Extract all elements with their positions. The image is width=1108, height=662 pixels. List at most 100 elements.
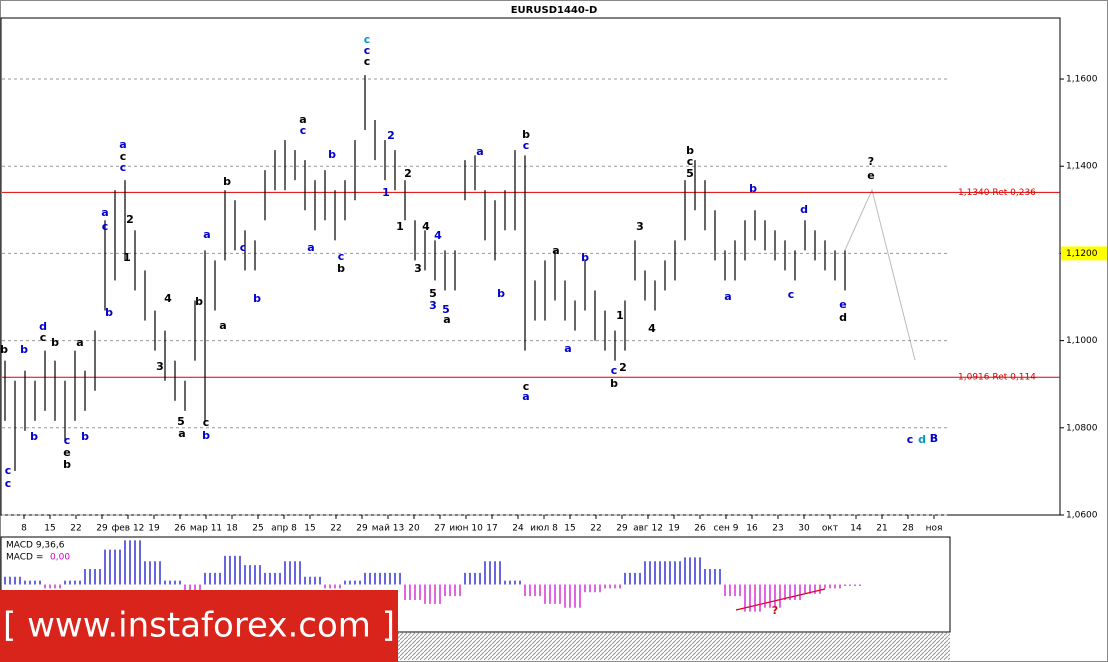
wave-label: c <box>240 241 247 254</box>
wave-label: 3 <box>636 220 644 233</box>
y-tick-label: 1,0600 <box>1066 511 1098 521</box>
wave-label: c <box>102 220 109 233</box>
x-tick-label: сен 9 <box>714 524 739 534</box>
x-tick-label: 21 <box>876 524 887 534</box>
wave-label: b <box>686 144 694 157</box>
wave-label: e <box>63 446 70 459</box>
wave-label: c <box>907 433 914 446</box>
x-tick-label: 19 <box>148 524 160 534</box>
x-tick-label: 17 <box>486 524 497 534</box>
wave-label: b <box>30 430 38 443</box>
x-tick-label: июл 8 <box>530 524 558 534</box>
x-tick-label: 16 <box>746 524 758 534</box>
y-tick-label: 1,1000 <box>1066 336 1098 346</box>
wave-label: b <box>105 306 113 319</box>
x-tick-label: 30 <box>798 524 810 534</box>
wave-label: a <box>101 206 108 219</box>
chart-title: EURUSD1440-D <box>511 5 598 16</box>
x-tick-label: 15 <box>44 524 55 534</box>
wave-label: 1 <box>382 186 390 199</box>
wave-label: b <box>253 292 261 305</box>
wave-label: b <box>0 343 8 356</box>
watermark: [ www.instaforex.com ] <box>3 606 395 646</box>
x-tick-label: 22 <box>590 524 601 534</box>
wave-label: c <box>40 331 47 344</box>
x-tick-label: 22 <box>330 524 341 534</box>
wave-label: c <box>364 44 371 57</box>
level-label: 1,1340 Ret 0,236 <box>958 188 1036 198</box>
x-tick-label: 22 <box>70 524 81 534</box>
x-tick-label: май 13 <box>372 524 404 534</box>
x-tick-label: 26 <box>174 524 186 534</box>
wave-label: b <box>81 430 89 443</box>
x-tick-label: 29 <box>616 524 628 534</box>
x-tick-label: 18 <box>226 524 238 534</box>
wave-label: c <box>364 55 371 68</box>
x-tick-label: 27 <box>434 524 445 534</box>
macd-value-name: MACD = <box>6 553 43 563</box>
wave-label: e <box>839 298 846 311</box>
x-tick-label: окт <box>822 524 838 534</box>
wave-label: c <box>5 477 12 490</box>
wave-label: 2 <box>619 361 627 374</box>
x-tick-label: 25 <box>252 524 263 534</box>
wave-label: a <box>76 336 83 349</box>
x-tick-label: 8 <box>21 524 27 534</box>
x-tick-label: 28 <box>902 524 914 534</box>
wave-label: 3 <box>414 262 422 275</box>
price-box <box>1061 246 1107 261</box>
forecast-path <box>844 188 916 361</box>
wave-label: 3 <box>429 299 437 312</box>
macd-value: 0,00 <box>50 553 70 563</box>
wave-label: ? <box>868 155 874 168</box>
wave-label: b <box>328 148 336 161</box>
wave-label: c <box>523 139 530 152</box>
wave-label: c <box>5 464 12 477</box>
wave-label: d <box>800 203 808 216</box>
x-tick-label: 15 <box>304 524 315 534</box>
x-tick-label: 15 <box>564 524 575 534</box>
x-tick-label: ноя <box>926 524 943 534</box>
wave-label: b <box>337 262 345 275</box>
wave-label: c <box>364 33 371 46</box>
wave-label: a <box>203 228 210 241</box>
wave-label: a <box>219 319 226 332</box>
wave-label: 5 <box>177 415 185 428</box>
wave-label: a <box>724 290 731 303</box>
wave-label: b <box>749 182 757 195</box>
x-tick-label: мар 11 <box>190 524 222 534</box>
wave-label: ? <box>772 604 778 617</box>
wave-label: a <box>307 241 314 254</box>
x-tick-label: фев 12 <box>112 524 145 534</box>
wave-label: 1 <box>396 220 404 233</box>
wave-label: c <box>788 288 795 301</box>
x-tick-label: 26 <box>694 524 706 534</box>
wave-label: a <box>564 342 571 355</box>
x-tick-label: авг 12 <box>633 524 663 534</box>
wave-label: b <box>497 287 505 300</box>
wave-label: c <box>523 380 530 393</box>
x-tick-label: 29 <box>96 524 108 534</box>
wave-label: b <box>195 295 203 308</box>
x-tick-label: июн 10 <box>449 524 483 534</box>
wave-label: c <box>203 416 210 429</box>
watermark-box <box>0 590 398 662</box>
wave-label: c <box>64 434 71 447</box>
wave-label: b <box>20 343 28 356</box>
wave-label: 1 <box>123 251 131 264</box>
wave-label: a <box>552 244 559 257</box>
wave-label: b <box>522 128 530 141</box>
wave-label: 4 <box>164 292 172 305</box>
wave-label: d <box>39 320 47 333</box>
wave-label: 2 <box>387 129 395 142</box>
wave-label: 3 <box>156 360 164 373</box>
wave-label: 4 <box>648 322 656 335</box>
wave-label: a <box>443 313 450 326</box>
x-tick-label: 29 <box>356 524 368 534</box>
price-label: 1,1200 <box>1066 249 1098 259</box>
x-tick-label: 23 <box>772 524 783 534</box>
wave-label: 2 <box>404 167 412 180</box>
wave-label: c <box>120 150 127 163</box>
